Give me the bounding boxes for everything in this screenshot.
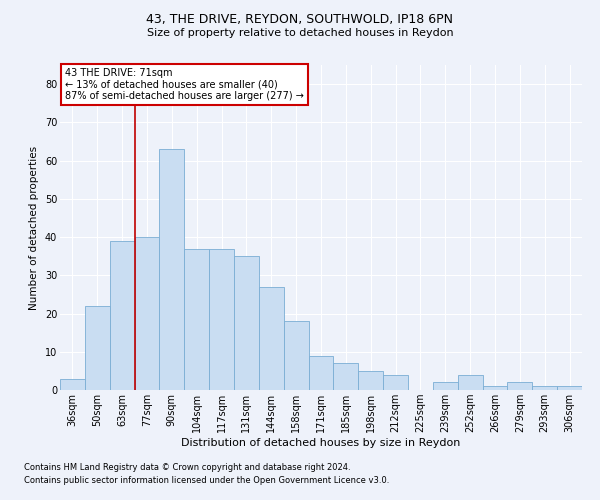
Bar	[60, 378, 85, 390]
Text: Contains HM Land Registry data © Crown copyright and database right 2024.: Contains HM Land Registry data © Crown c…	[24, 464, 350, 472]
Bar	[234, 256, 259, 390]
Bar	[433, 382, 458, 390]
Bar	[532, 386, 557, 390]
Bar	[557, 386, 582, 390]
Text: 43, THE DRIVE, REYDON, SOUTHWOLD, IP18 6PN: 43, THE DRIVE, REYDON, SOUTHWOLD, IP18 6…	[146, 12, 454, 26]
Bar	[358, 371, 383, 390]
Bar	[482, 386, 508, 390]
Text: 43 THE DRIVE: 71sqm
← 13% of detached houses are smaller (40)
87% of semi-detach: 43 THE DRIVE: 71sqm ← 13% of detached ho…	[65, 68, 304, 102]
Bar	[209, 248, 234, 390]
Bar	[284, 321, 308, 390]
Bar	[334, 363, 358, 390]
Bar	[110, 241, 134, 390]
Bar	[383, 374, 408, 390]
Bar	[259, 287, 284, 390]
Bar	[160, 149, 184, 390]
Bar	[308, 356, 334, 390]
Text: Size of property relative to detached houses in Reydon: Size of property relative to detached ho…	[146, 28, 454, 38]
Bar	[508, 382, 532, 390]
Y-axis label: Number of detached properties: Number of detached properties	[29, 146, 39, 310]
Text: Contains public sector information licensed under the Open Government Licence v3: Contains public sector information licen…	[24, 476, 389, 485]
Bar	[134, 237, 160, 390]
Bar	[85, 306, 110, 390]
Bar	[184, 248, 209, 390]
Bar	[458, 374, 482, 390]
X-axis label: Distribution of detached houses by size in Reydon: Distribution of detached houses by size …	[181, 438, 461, 448]
